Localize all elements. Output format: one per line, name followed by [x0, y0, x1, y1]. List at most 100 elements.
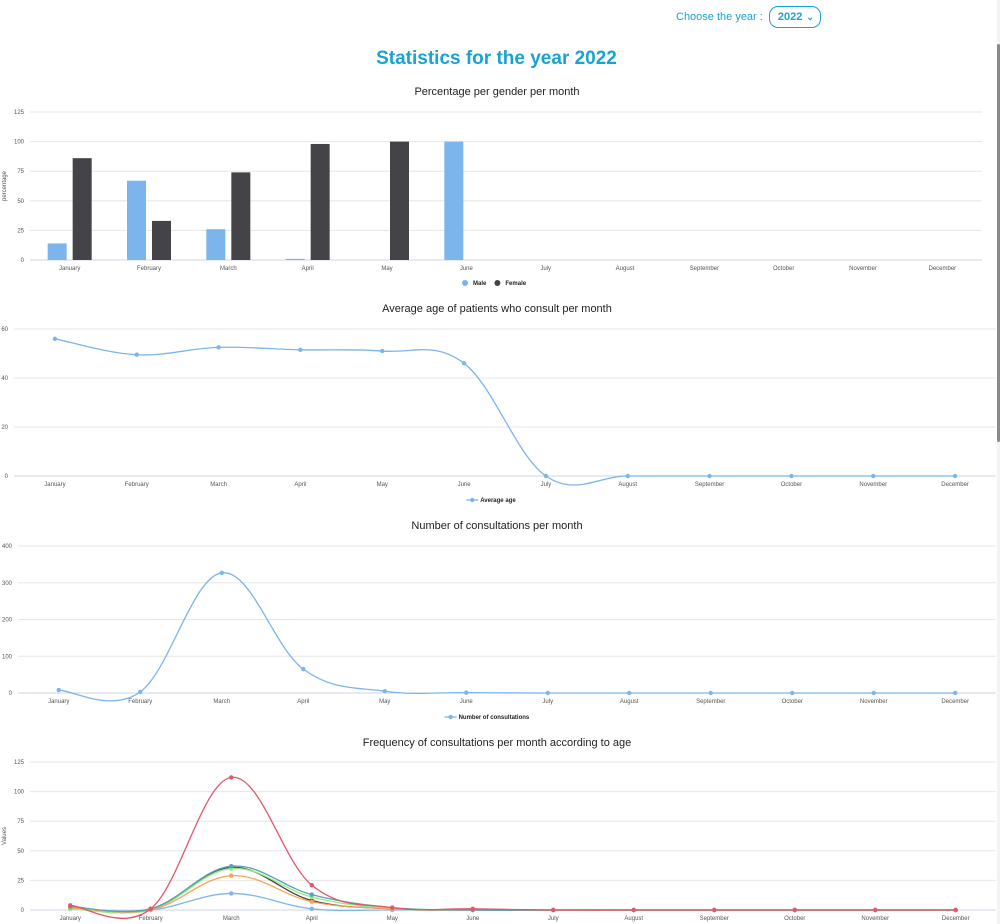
x-tick-label: September: [695, 482, 724, 488]
age-frequency-chart: Frequency of consultations per month acc…: [2, 737, 996, 922]
y-tick-label: 0: [21, 258, 25, 264]
y-tick-label: 400: [2, 544, 13, 550]
x-tick-label: July: [540, 266, 551, 272]
x-tick-label: May: [377, 482, 388, 488]
y-tick-label: 100: [14, 140, 25, 146]
y-tick-label: 25: [17, 228, 24, 234]
x-tick-label: April: [306, 916, 318, 922]
legend-marker: [462, 280, 468, 286]
y-tick-label: 60: [1, 327, 8, 333]
chart-title: Number of consultations per month: [411, 520, 582, 532]
y-tick-label: 20: [1, 425, 8, 431]
y-tick-label: 25: [17, 878, 24, 884]
y-tick-label: 125: [14, 760, 25, 766]
data-point: [382, 688, 387, 694]
data-point: [543, 473, 549, 479]
x-tick-label: June: [460, 699, 474, 705]
data-point: [298, 347, 303, 353]
x-tick-label: March: [223, 916, 240, 922]
data-point: [229, 873, 234, 878]
data-point: [952, 473, 958, 479]
x-tick-label: January: [59, 266, 80, 272]
x-tick-label: March: [210, 482, 227, 488]
x-tick-label: January: [44, 482, 65, 488]
data-point: [216, 345, 221, 350]
x-tick-label: April: [302, 266, 314, 272]
y-axis-title: Values: [2, 827, 8, 845]
data-point: [707, 473, 712, 479]
data-point: [470, 906, 475, 912]
x-tick-label: September: [700, 916, 729, 922]
x-tick-label: October: [784, 916, 805, 922]
x-tick-label: January: [48, 699, 69, 705]
scrollbar-thumb[interactable]: [997, 44, 1000, 442]
x-tick-label: June: [460, 266, 474, 272]
y-tick-label: 50: [17, 199, 24, 205]
y-tick-label: 125: [14, 110, 25, 116]
y-tick-label: 100: [14, 790, 25, 796]
gender-percentage-chart: Percentage per gender per month 0 25 50 75 10…: [2, 86, 982, 287]
chevron-down-icon: ⌄: [806, 11, 814, 22]
x-tick-label: June: [458, 482, 472, 488]
x-tick-label: May: [387, 916, 398, 922]
data-point: [708, 690, 713, 696]
y-tick-label: 300: [2, 581, 13, 587]
series-line: [70, 866, 956, 913]
legend-marker: [470, 497, 475, 503]
legend-label: Male: [473, 281, 487, 287]
data-point: [953, 690, 958, 696]
x-tick-label: February: [137, 266, 161, 272]
bar-female: [72, 158, 92, 260]
data-point: [148, 906, 153, 912]
data-point: [712, 907, 717, 913]
year-value: 2022: [777, 11, 803, 23]
data-point: [953, 907, 958, 913]
bar-male: [127, 180, 146, 260]
y-tick-label: 200: [2, 618, 13, 624]
x-tick-label: February: [139, 916, 163, 922]
y-tick-label: 0: [5, 474, 9, 480]
data-point: [380, 348, 385, 354]
data-point: [789, 473, 794, 479]
consultations-count-chart: Number of consultations per month 0 100 200…: [2, 520, 996, 721]
x-tick-label: December: [928, 266, 956, 272]
year-select[interactable]: 2022 ⌄: [768, 6, 821, 28]
x-tick-label: August: [620, 699, 639, 705]
data-point: [792, 907, 797, 913]
legend-marker: [448, 714, 453, 720]
x-tick-label: December: [942, 916, 970, 922]
data-point: [68, 903, 73, 908]
chart-title: Average age of patients who consult per …: [382, 303, 612, 315]
data-point: [871, 690, 876, 696]
series-line: [70, 867, 956, 914]
data-point: [52, 336, 58, 341]
x-tick-label: August: [618, 482, 637, 488]
data-point: [464, 690, 469, 695]
bar-female: [152, 220, 171, 260]
x-tick-label: July: [542, 699, 553, 705]
y-tick-label: 75: [17, 819, 24, 825]
series-line: [70, 892, 956, 912]
average-age-chart: Average age of patients who consult per …: [1, 303, 996, 504]
data-point: [138, 689, 143, 695]
data-point: [625, 473, 630, 479]
bar-female: [310, 143, 330, 260]
legend-label: Female: [505, 281, 526, 287]
year-selector-group: Choose the year : 2022 ⌄: [676, 6, 821, 28]
data-point: [219, 570, 224, 576]
bar-female: [231, 172, 251, 260]
scrollbar-track[interactable]: [997, 0, 1000, 924]
chart-title: Percentage per gender per month: [414, 86, 579, 98]
data-point: [56, 687, 61, 693]
y-tick-label: 75: [17, 169, 24, 175]
data-point: [461, 361, 467, 366]
bar-female: [390, 141, 409, 260]
x-tick-label: July: [541, 482, 552, 488]
x-tick-label: August: [616, 266, 635, 272]
bar-male: [285, 258, 305, 260]
data-point: [390, 905, 395, 910]
bar-male: [47, 243, 67, 260]
data-point: [229, 891, 234, 896]
data-point: [229, 775, 234, 780]
y-tick-label: 40: [1, 376, 8, 382]
